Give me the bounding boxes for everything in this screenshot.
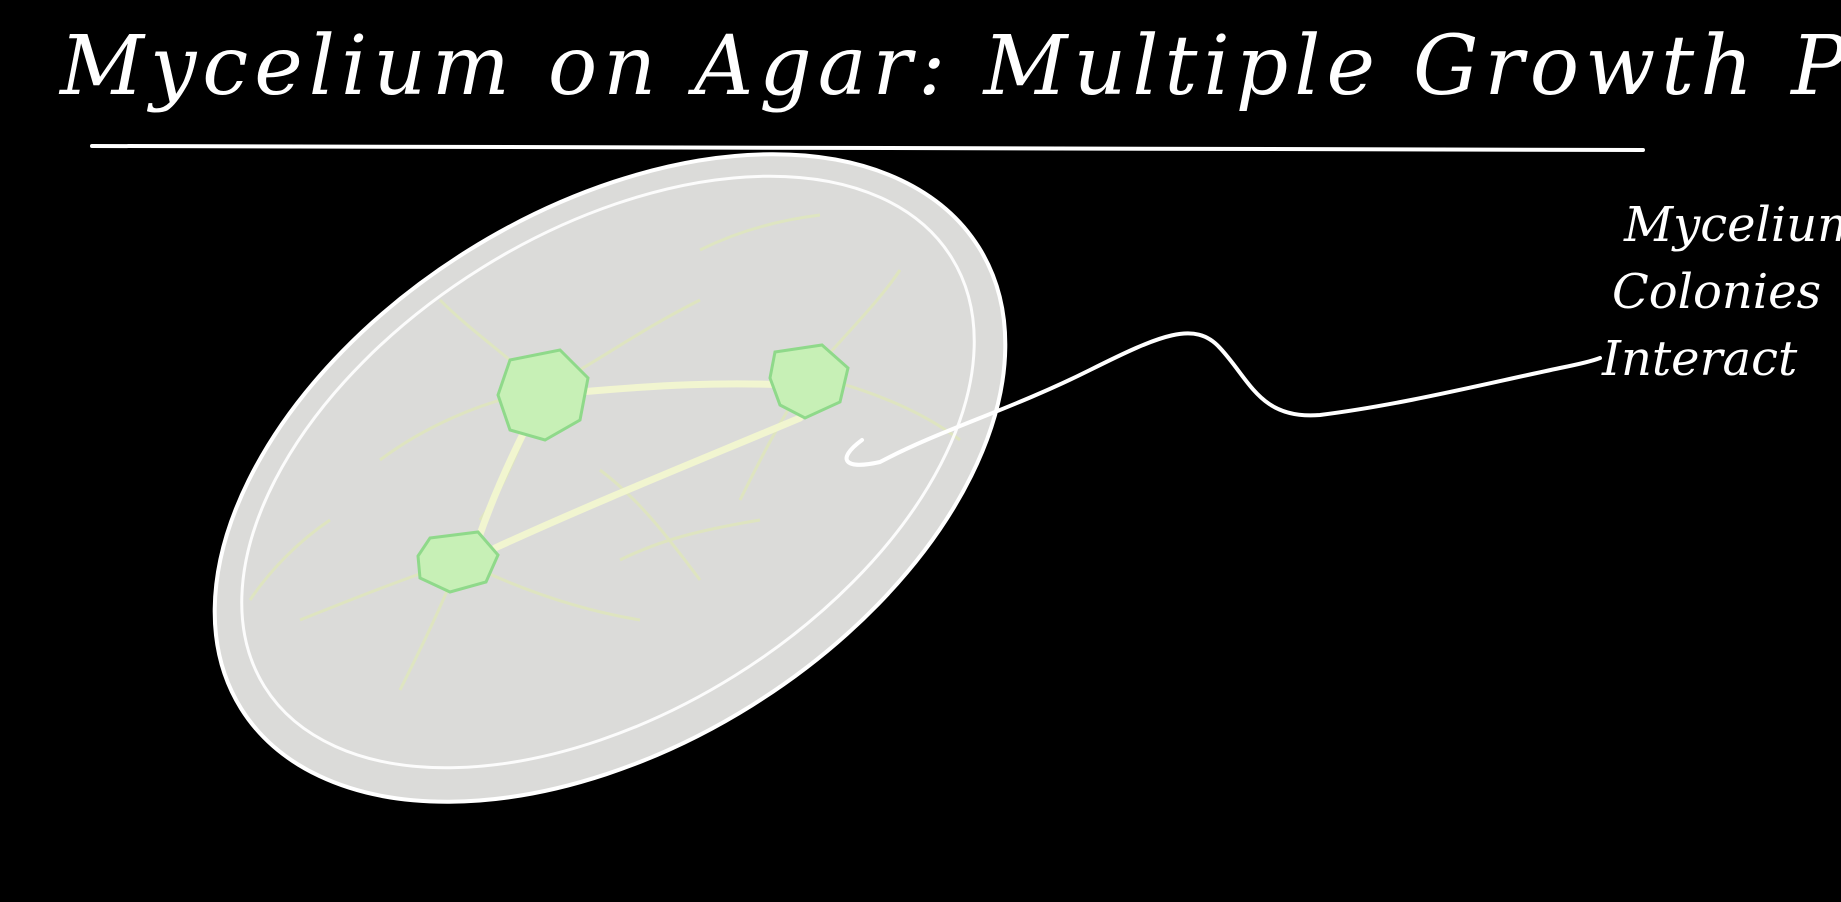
agar-plate [214, 154, 1006, 802]
annotation-pointer [844, 331, 1602, 467]
dish-outline [212, 152, 1008, 804]
annotation-line: Mycelium [1624, 197, 1841, 253]
growth-point [768, 343, 850, 420]
growth-points [416, 343, 850, 594]
annotation-label: Mycelium Colonies Interact [1598, 192, 1841, 394]
growth-point [416, 530, 500, 594]
page-title: Mycelium on Agar: Multiple Growth Points [60, 19, 1841, 114]
annotation-line: Colonies [1612, 264, 1822, 321]
colony-links [474, 380, 804, 552]
growth-point [496, 348, 590, 442]
annotation-line: Interact [1602, 331, 1798, 388]
